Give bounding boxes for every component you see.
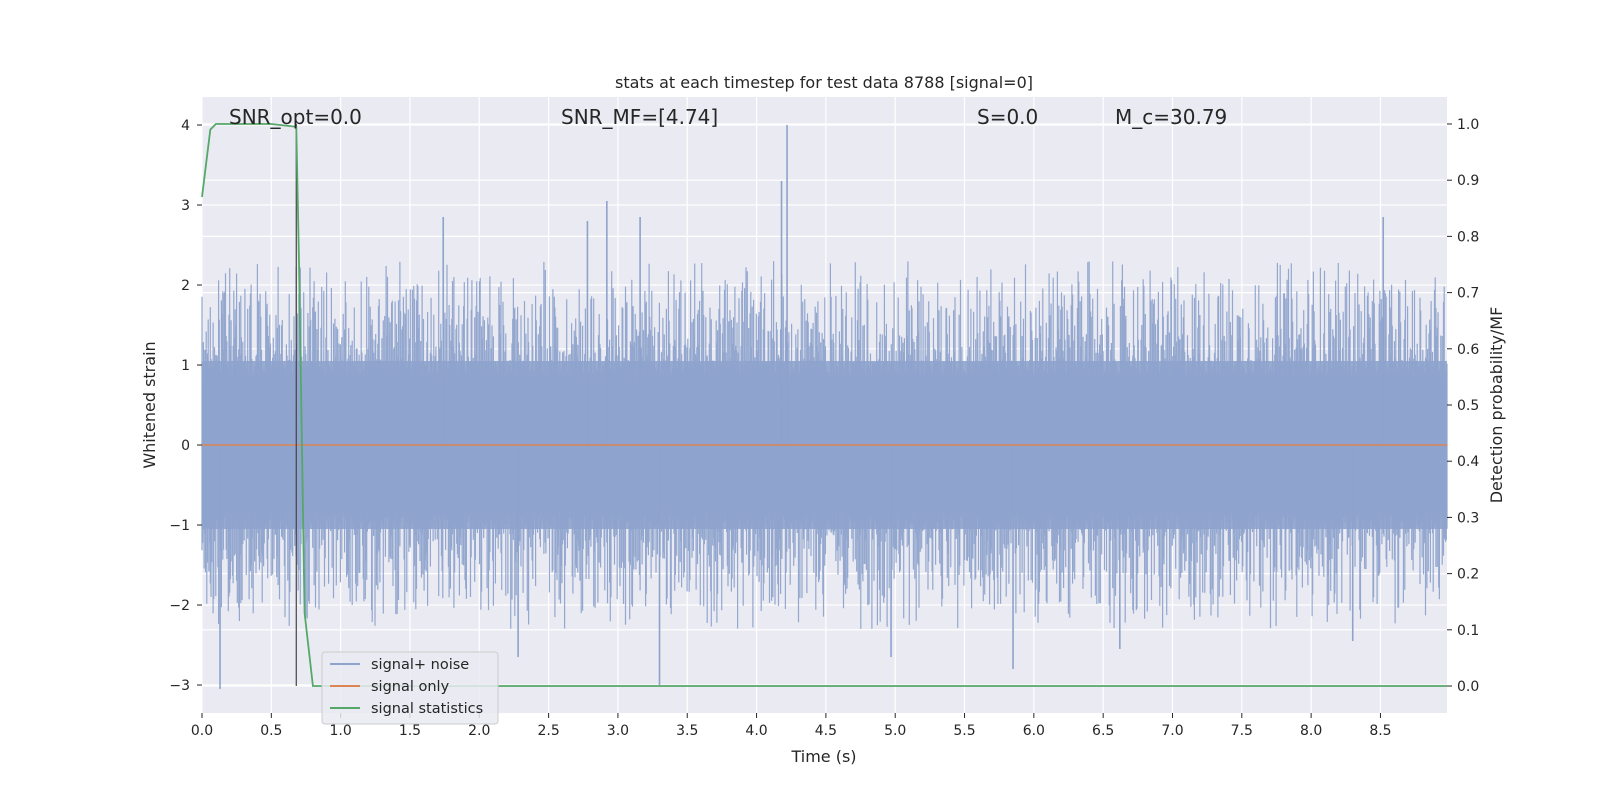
y-right-tick-label: 0.1 (1457, 623, 1479, 639)
legend-box (321, 651, 499, 725)
y-left-tick-label: 0 (181, 438, 190, 454)
x-tick-label: 5.0 (884, 723, 906, 739)
y-right-tick-label: 0.3 (1457, 510, 1479, 526)
y-left-tick-label: −1 (169, 518, 190, 534)
y-left-tick-label: 1 (181, 358, 190, 374)
legend-label-signal-noise: signal+ noise (371, 657, 469, 673)
x-tick-label: 8.5 (1369, 723, 1391, 739)
x-tick-label: 4.5 (815, 723, 837, 739)
annotation-s: S=0.0 (977, 105, 1038, 129)
x-tick-label: 2.5 (537, 723, 559, 739)
x-tick-label: 2.0 (468, 723, 490, 739)
x-tick-label: 6.5 (1092, 723, 1114, 739)
annotation-mc: M_c=30.79 (1115, 105, 1227, 129)
y-right-tick-label: 0.6 (1457, 342, 1479, 358)
x-tick-label: 7.0 (1161, 723, 1183, 739)
y-right-tick-label: 0.7 (1457, 286, 1479, 302)
legend: signal+ noise signal only signal statist… (321, 651, 499, 725)
y-left-tick-label: −3 (169, 678, 190, 694)
legend-label-signal-statistics: signal statistics (371, 701, 483, 717)
x-tick-label: 0.5 (260, 723, 282, 739)
legend-label-signal-only: signal only (371, 679, 450, 695)
x-tick-label: 5.5 (953, 723, 975, 739)
x-axis-label: Time (s) (790, 747, 856, 766)
line-series (201, 123, 1447, 687)
y-left-tick-label: 2 (181, 278, 190, 294)
chart-title: stats at each timestep for test data 878… (615, 73, 1033, 92)
y-right-tick-label: 0.0 (1457, 679, 1479, 695)
x-tick-label: 6.0 (1023, 723, 1045, 739)
x-tick-label: 4.0 (745, 723, 767, 739)
x-tick-label: 0.0 (191, 723, 213, 739)
y-right-tick-label: 0.9 (1457, 173, 1479, 189)
y-right-tick-label: 0.8 (1457, 229, 1479, 245)
annotation-snr-mf: SNR_MF=[4.74] (561, 105, 718, 129)
x-tick-label: 8.0 (1300, 723, 1322, 739)
y-axis-label-right: Detection probability/MF (1487, 307, 1506, 504)
y-left-tick-label: −2 (169, 598, 190, 614)
annotations: SNR_opt=0.0 SNR_MF=[4.74] S=0.0 M_c=30.7… (229, 105, 1227, 129)
signal-statistics-line (201, 123, 1447, 687)
annotation-snr-opt: SNR_opt=0.0 (229, 105, 362, 129)
ticks: 0.0 0.5 1.0 1.5 2.0 2.5 3.0 3.5 4.0 4.5 5.0 5.5 6.0 6… (169, 117, 1479, 739)
y-right-tick-label: 0.5 (1457, 398, 1479, 414)
y-left-tick-label: 3 (181, 198, 190, 214)
x-tick-label: 7.5 (1231, 723, 1253, 739)
x-tick-label: 1.0 (330, 723, 352, 739)
y-left-tick-label: 4 (181, 118, 190, 134)
y-axis-label-left: Whitened strain (140, 341, 159, 468)
y-right-tick-label: 0.2 (1457, 567, 1479, 583)
x-tick-label: 1.5 (399, 723, 421, 739)
y-right-tick-label: 0.4 (1457, 454, 1479, 470)
x-tick-label: 3.5 (676, 723, 698, 739)
x-tick-label: 3.0 (607, 723, 629, 739)
y-right-tick-label: 1.0 (1457, 117, 1479, 133)
